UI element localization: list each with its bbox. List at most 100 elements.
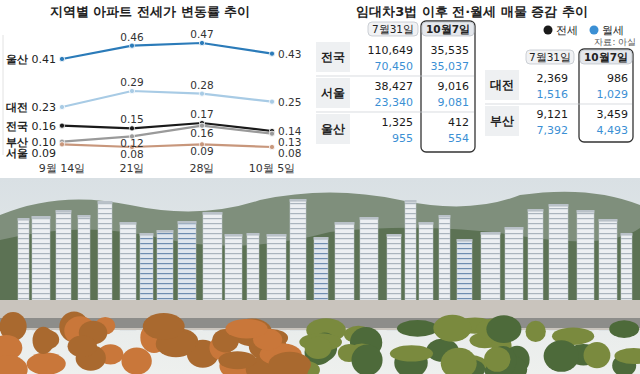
- first-label: 서울 0.09: [6, 147, 56, 160]
- data-label: 0.46: [120, 31, 144, 43]
- tower-roof: [505, 227, 524, 230]
- data-label: 0.25: [278, 96, 301, 108]
- cell-jeonse: 412: [448, 116, 469, 129]
- series-marker: [59, 56, 64, 61]
- cell-jeonse: 1,325: [382, 116, 414, 129]
- x-tick-label: 10월 5일: [249, 162, 296, 175]
- y-axis-line: [3, 35, 4, 155]
- tree: [121, 347, 151, 374]
- tower-roof: [247, 233, 260, 236]
- tree: [351, 344, 382, 374]
- plot-area: [59, 40, 274, 149]
- tree: [33, 327, 55, 354]
- tower-roof: [78, 215, 91, 218]
- series-marker: [199, 40, 204, 45]
- series-marker: [59, 123, 64, 128]
- data-label: 0.29: [120, 76, 143, 88]
- tower-roof: [457, 239, 473, 242]
- tree: [525, 321, 545, 342]
- cell-wolse: 4,493: [597, 124, 629, 137]
- tower-roof: [387, 234, 402, 237]
- tree: [0, 355, 28, 374]
- tree: [390, 345, 433, 361]
- cell-jeonse: 3,459: [597, 108, 629, 121]
- cell-jeonse: 38,427: [375, 80, 414, 93]
- series-marker: [129, 126, 134, 131]
- chart-title: 지역별 아파트 전세가 변동률 추이: [50, 4, 250, 19]
- photo: [0, 178, 640, 374]
- series-marker: [59, 142, 64, 147]
- cell-wolse: 23,340: [375, 96, 414, 109]
- cell-jeonse: 2,369: [537, 72, 569, 85]
- data-label: 0.28: [190, 79, 213, 91]
- series-name: 대전: [6, 101, 28, 114]
- header-label: 7월31일: [529, 51, 571, 63]
- data-label: 0.43: [278, 48, 301, 60]
- cell-wolse: 554: [448, 132, 469, 145]
- tree: [225, 319, 267, 339]
- x-tick-label: 28일: [190, 162, 215, 175]
- series-marker: [129, 88, 134, 93]
- tower-roof: [621, 233, 633, 236]
- row-label-box: [485, 106, 519, 136]
- source: 자료: 아실: [594, 37, 636, 47]
- header-box: [580, 50, 632, 64]
- tower-roof: [140, 233, 154, 236]
- tower-roof: [157, 230, 174, 233]
- tree: [27, 353, 66, 374]
- row-separator: [485, 104, 632, 105]
- tower-roof: [290, 199, 307, 202]
- cell-jeonse: 9,121: [537, 108, 569, 121]
- highlight-column: [579, 49, 633, 142]
- legend-dot: [590, 26, 599, 35]
- cell-wolse: 7,392: [537, 124, 569, 137]
- row-label-box: [316, 114, 350, 144]
- data-label: 0.16: [190, 127, 214, 139]
- data-label: 0.08: [278, 147, 301, 159]
- tower-roof: [314, 237, 329, 240]
- tree: [614, 348, 640, 364]
- canvas: 지역별 아파트 전세가 변동률 추이9월 14일21일28일10월 5일울산 0…: [0, 0, 640, 374]
- tree: [218, 351, 256, 369]
- series-marker: [129, 43, 134, 48]
- tower-roof: [549, 204, 569, 207]
- tree: [484, 347, 510, 372]
- cell-wolse: 955: [392, 132, 413, 145]
- row-label: 부산: [490, 114, 514, 128]
- tower-roof: [528, 209, 544, 212]
- tower-roof: [360, 217, 379, 220]
- tower-roof: [98, 201, 113, 204]
- tree: [433, 315, 471, 342]
- cell-jeonse: 110,649: [368, 44, 414, 57]
- first-label: 전국 0.16: [6, 120, 56, 133]
- row-label: 전국: [321, 50, 345, 64]
- row-label-box: [316, 78, 350, 108]
- tree: [305, 337, 332, 359]
- row-label: 울산: [321, 122, 345, 136]
- header-box: [526, 50, 574, 64]
- series-marker: [269, 99, 274, 104]
- tower-roof: [419, 222, 434, 225]
- cell-wolse: 1,516: [537, 88, 569, 101]
- row-separator: [316, 76, 474, 77]
- data-label: 0.16: [32, 120, 57, 133]
- data-label: 0.08: [120, 148, 143, 160]
- series-marker: [59, 104, 64, 109]
- header-box: [368, 22, 418, 36]
- data-label: 0.41: [32, 53, 57, 66]
- row-separator: [316, 112, 474, 113]
- row-label: 서울: [321, 86, 345, 100]
- tower-roof: [577, 210, 595, 213]
- data-label: 0.09: [32, 147, 57, 160]
- row-label: 대전: [490, 78, 514, 92]
- highlight-column: [421, 21, 475, 152]
- table-panel: 7월31일10월7일전국110,64935,53570,45035,037서울3…: [316, 21, 475, 152]
- tree: [68, 335, 97, 357]
- header-label: 10월7일: [584, 51, 628, 63]
- tree: [143, 313, 185, 339]
- tree: [397, 320, 438, 337]
- header-label: 10월7일: [426, 23, 470, 35]
- tree: [544, 340, 579, 372]
- legend-label: 월세: [602, 24, 624, 37]
- series-marker: [199, 91, 204, 96]
